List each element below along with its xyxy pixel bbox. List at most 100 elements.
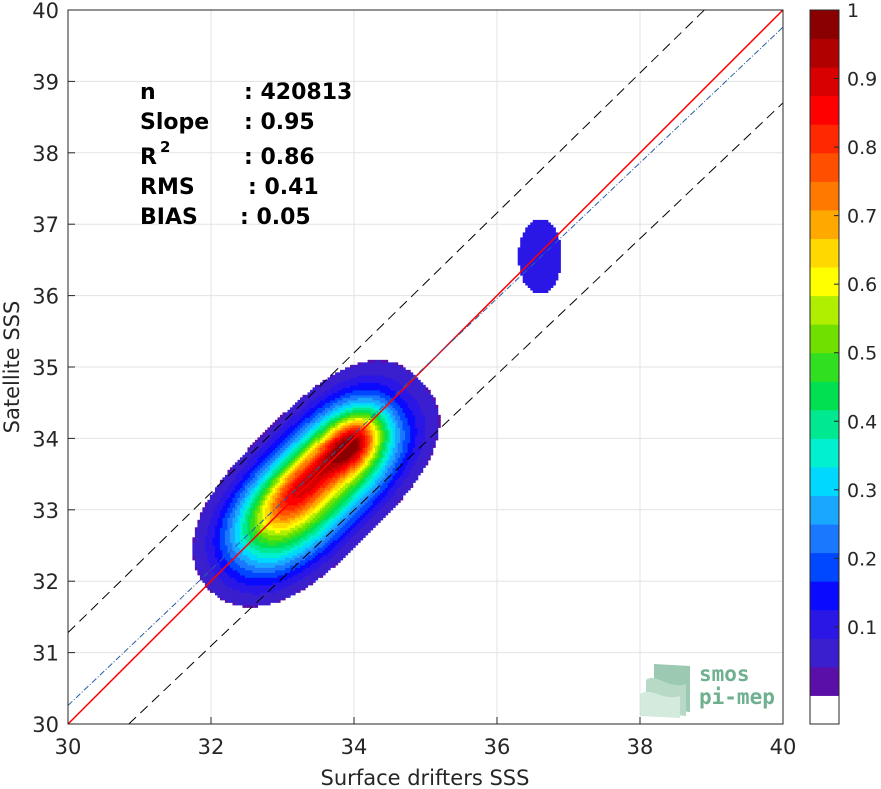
density-cell	[365, 484, 369, 488]
density-cell	[315, 499, 319, 503]
density-cell	[262, 524, 266, 528]
density-cell	[330, 542, 334, 546]
density-cell	[300, 447, 304, 451]
density-cell	[267, 537, 271, 541]
density-cell	[375, 447, 379, 451]
density-cell	[382, 494, 386, 498]
density-cell	[282, 559, 286, 563]
density-cell	[337, 462, 341, 466]
density-cell	[269, 557, 274, 561]
density-cell	[350, 457, 354, 461]
density-cell	[242, 517, 246, 521]
density-cell	[292, 494, 296, 498]
density-cell	[209, 504, 214, 508]
density-cell	[287, 417, 291, 421]
density-cell	[277, 459, 281, 463]
density-cell	[352, 402, 356, 406]
density-cell	[315, 537, 319, 541]
density-cell	[295, 517, 299, 521]
density-cell	[340, 437, 344, 441]
density-cell	[382, 432, 386, 436]
density-cell	[322, 462, 326, 466]
density-cell	[377, 474, 381, 478]
density-cell	[259, 499, 264, 503]
density-cell	[322, 534, 326, 538]
density-cell	[382, 512, 386, 516]
density-cell	[330, 474, 334, 478]
density-cell	[300, 399, 304, 403]
density-cell	[224, 514, 229, 518]
density-cell	[312, 399, 316, 403]
density-cell	[322, 559, 326, 563]
density-cell	[342, 474, 346, 478]
density-cell	[325, 467, 329, 471]
density-cell	[347, 387, 351, 391]
density-cell	[305, 447, 309, 451]
density-cell	[345, 539, 349, 543]
density-cell	[325, 432, 329, 436]
density-cell	[242, 512, 246, 516]
density-cell	[315, 434, 319, 438]
density-cell	[280, 452, 284, 456]
density-cell	[267, 462, 271, 466]
density-cell	[224, 477, 229, 481]
density-cell	[269, 589, 274, 593]
density-cell	[335, 472, 339, 476]
density-cell	[312, 407, 316, 411]
density-cell	[370, 374, 374, 378]
density-cell	[272, 432, 276, 436]
density-cell	[335, 422, 339, 426]
density-cell	[340, 479, 344, 483]
density-cell	[340, 447, 344, 451]
density-cell	[365, 494, 369, 498]
density-cell	[192, 537, 196, 541]
density-cell	[297, 537, 301, 541]
density-cell	[367, 462, 371, 466]
density-cell	[232, 572, 236, 576]
density-cell	[370, 514, 374, 518]
density-cell	[229, 472, 234, 476]
density-cell	[234, 487, 239, 491]
density-cell	[287, 559, 291, 563]
density-cell	[244, 537, 249, 541]
density-cell	[330, 409, 334, 413]
density-cell	[337, 479, 341, 483]
density-cell	[342, 522, 346, 526]
density-cell	[287, 487, 291, 491]
density-cell	[287, 482, 291, 486]
density-cell	[342, 464, 346, 468]
density-cell	[234, 584, 239, 588]
density-cell	[317, 459, 321, 463]
density-cell	[365, 374, 369, 378]
density-cell	[342, 397, 346, 401]
density-cell	[312, 519, 316, 523]
density-cell	[307, 454, 311, 458]
density-cell	[305, 399, 309, 403]
density-cell	[292, 437, 296, 441]
density-cell	[380, 459, 384, 463]
density-cell	[327, 487, 331, 491]
density-cell	[372, 507, 376, 511]
density-cell	[335, 482, 339, 486]
density-cell	[377, 367, 381, 371]
density-cell	[307, 519, 311, 523]
density-cell	[292, 422, 296, 426]
density-cell	[272, 462, 276, 466]
density-cell	[342, 442, 346, 446]
density-cell	[242, 469, 246, 473]
density-cell	[347, 502, 351, 506]
density-cell	[330, 469, 334, 473]
density-cell	[214, 584, 219, 588]
density-cell	[302, 539, 306, 543]
density-cell	[350, 542, 354, 546]
density-cell	[234, 577, 239, 581]
density-cell	[357, 527, 361, 531]
density-cell	[247, 592, 251, 596]
density-cell	[295, 462, 299, 466]
density-cell	[232, 529, 236, 533]
density-cell	[332, 437, 336, 441]
density-cell	[234, 467, 239, 471]
density-cell	[264, 464, 269, 468]
density-cell	[262, 484, 266, 488]
density-cell	[202, 539, 206, 543]
